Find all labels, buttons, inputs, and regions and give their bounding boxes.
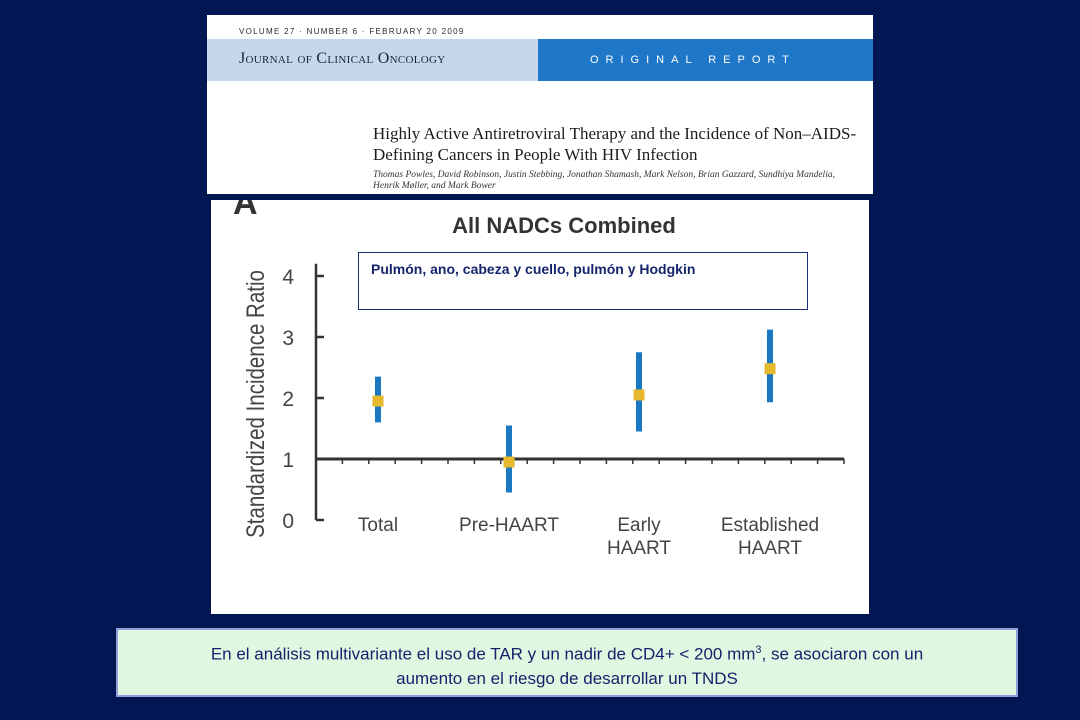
conclusion-superscript: 3 xyxy=(755,644,762,656)
article-title: Highly Active Antiretroviral Therapy and… xyxy=(373,124,857,164)
x-category-label: Total xyxy=(358,515,398,536)
journal-name: Journal of Clinical Oncology xyxy=(239,50,446,67)
conclusion-line2: aumento en el riesgo de desarrollar un T… xyxy=(396,668,738,688)
report-type-band: ORIGINAL REPORT xyxy=(538,39,873,81)
journal-header-image: VOLUME 27 · NUMBER 6 · FEBRUARY 20 2009 … xyxy=(207,15,873,194)
data-point xyxy=(633,389,645,401)
conclusion-box: En el análisis multivariante el uso de T… xyxy=(116,628,1018,697)
y-tick-label: 2 xyxy=(282,388,294,411)
chart-panel: A All NADCs Combined Standardized Incide… xyxy=(211,200,869,614)
y-tick-label: 4 xyxy=(282,266,294,289)
conclusion-text: En el análisis multivariante el uso de T… xyxy=(118,638,1016,691)
conclusion-line1-end: , se asociaron con un xyxy=(761,644,924,664)
panel-letter: A xyxy=(233,200,258,222)
x-category-label: Pre-HAART xyxy=(459,515,559,536)
data-point xyxy=(503,456,515,468)
y-tick-label: 0 xyxy=(282,510,294,533)
y-axis-label: Standardized Incidence Ratio xyxy=(241,270,269,538)
journal-name-band: Journal of Clinical Oncology xyxy=(207,39,538,81)
chart: A All NADCs Combined Standardized Incide… xyxy=(233,200,845,559)
callout-text: Pulmón, ano, cabeza y cuello, pulmón y H… xyxy=(371,261,696,277)
callout-box: Pulmón, ano, cabeza y cuello, pulmón y H… xyxy=(358,252,808,310)
report-type: ORIGINAL REPORT xyxy=(590,54,796,66)
volume-line: VOLUME 27 · NUMBER 6 · FEBRUARY 20 2009 xyxy=(239,27,465,36)
data-point xyxy=(764,363,776,375)
y-tick-label: 1 xyxy=(282,449,294,472)
x-category-label: Established xyxy=(721,515,819,536)
conclusion-line1: En el análisis multivariante el uso de T… xyxy=(210,644,756,664)
chart-title: All NADCs Combined xyxy=(452,213,676,238)
x-category-label: HAART xyxy=(607,538,671,559)
data-point xyxy=(372,395,384,407)
x-category-label: Early xyxy=(617,515,661,536)
article-authors: Thomas Powles, David Robinson, Justin St… xyxy=(373,170,835,191)
y-tick-label: 3 xyxy=(282,327,294,350)
x-category-label: HAART xyxy=(738,538,802,559)
